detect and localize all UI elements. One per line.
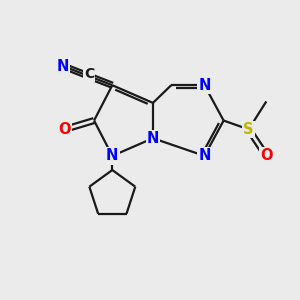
Text: N: N [106,148,118,164]
Text: S: S [243,122,254,137]
Text: N: N [198,148,211,164]
Text: N: N [198,78,211,93]
Text: O: O [260,148,273,164]
Text: C: C [84,67,94,81]
Text: N: N [57,58,69,74]
Text: O: O [58,122,71,137]
Text: N: N [147,131,159,146]
